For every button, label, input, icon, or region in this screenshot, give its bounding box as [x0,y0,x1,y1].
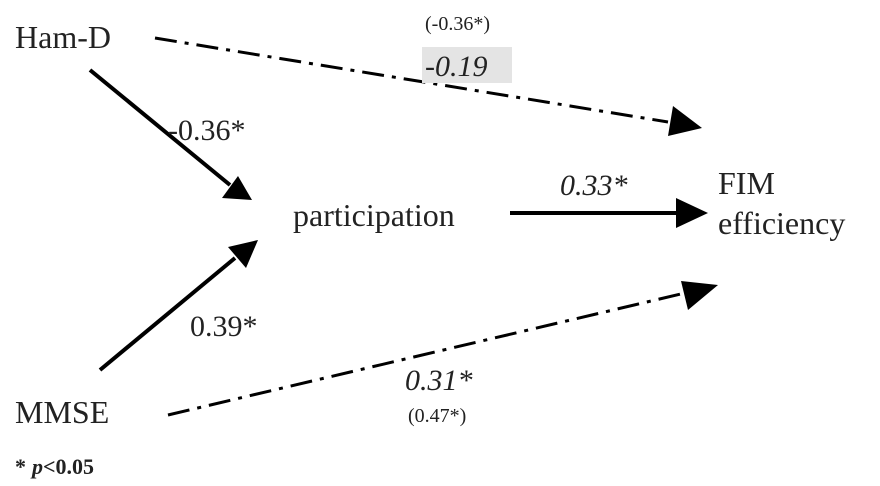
arrowhead [676,198,708,228]
footnote-star: * [15,454,26,479]
edge-arrow [88,68,232,187]
edge-label: -0.36* [168,114,246,147]
arrowhead [222,176,252,200]
footnote: * p<0.05 [15,454,94,479]
edge-arrow [98,256,237,372]
node-label: efficiency [718,205,845,241]
edge-total: (-0.36*) [425,13,490,35]
edge-dashed [154,36,669,124]
highlight [422,47,512,83]
edge-label: 0.39* [190,310,258,343]
arrowhead [668,106,702,136]
edge-label: 0.31* [405,364,473,397]
footnote-threshold: <0.05 [43,454,94,479]
edge-total: (0.47*) [408,405,466,427]
node-label: MMSE [15,394,109,430]
arrowhead [228,240,258,268]
edge-label: 0.33* [560,169,628,202]
edge-label: -0.19 [425,50,488,83]
footnote-p: p [30,454,43,479]
node-label: Ham-D [15,19,111,55]
arrowhead [681,281,718,310]
node-label: FIM [718,165,775,201]
node-label: participation [293,197,455,233]
edge-dashed [167,291,686,417]
